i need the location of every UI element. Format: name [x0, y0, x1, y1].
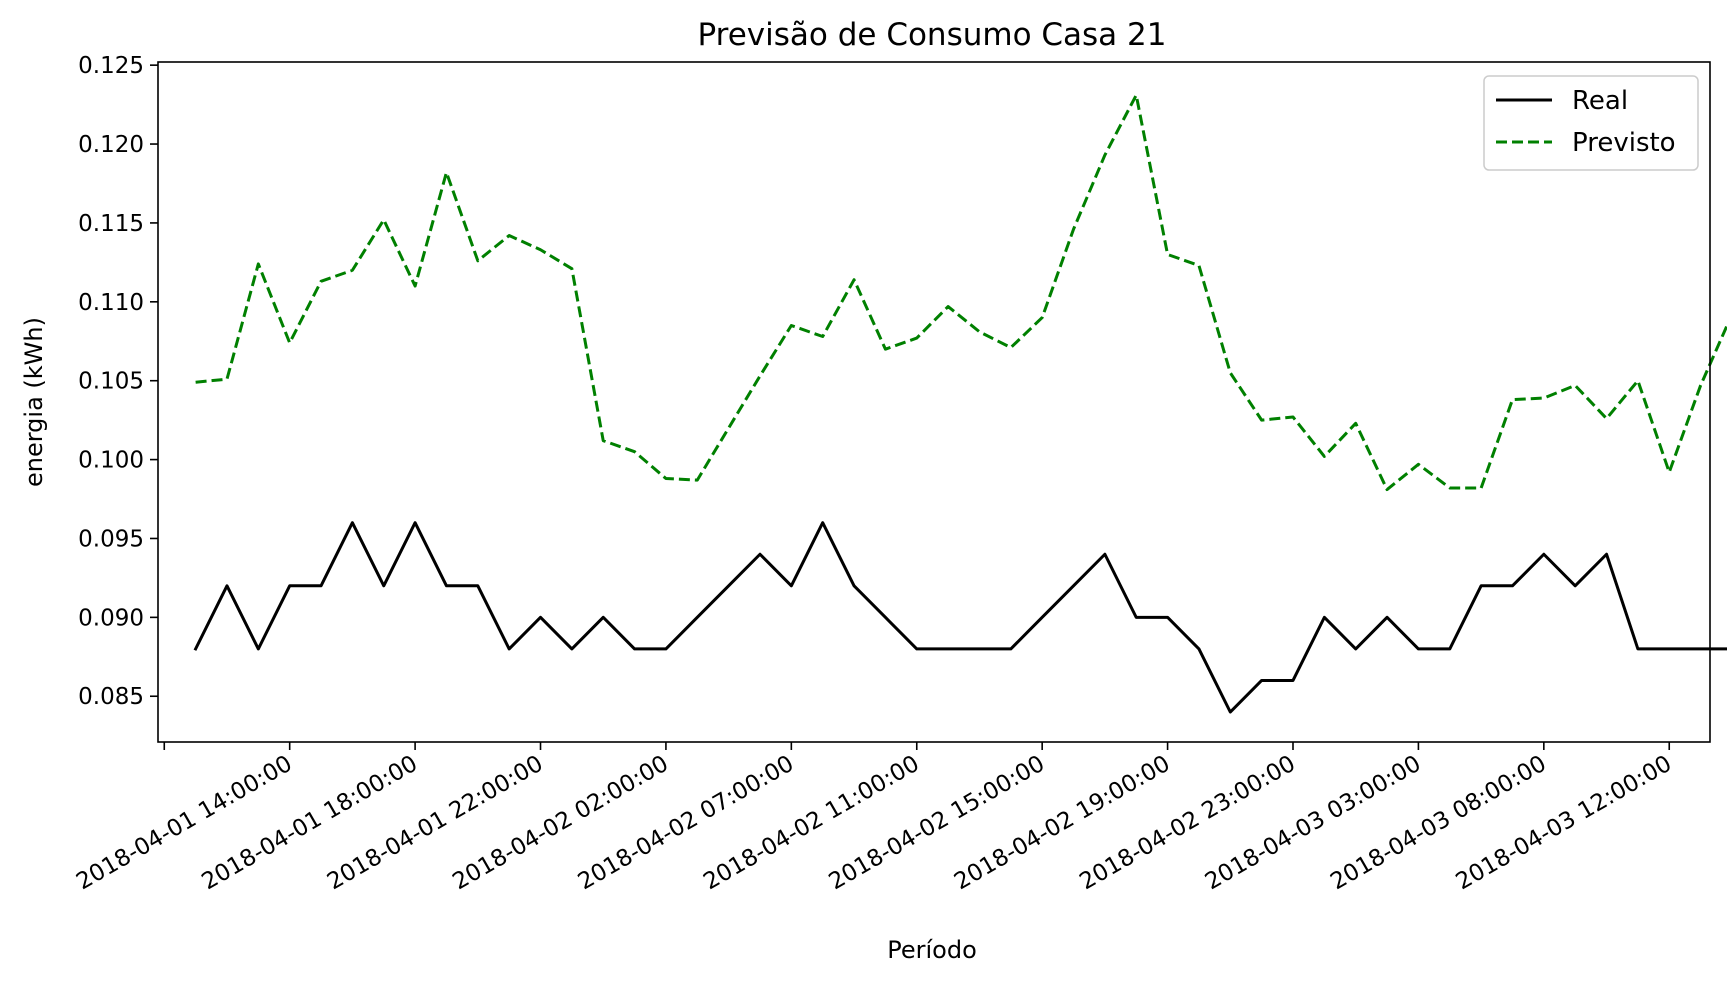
chart-title: Previsão de Consumo Casa 21: [698, 17, 1167, 53]
y-tick-label: 0.120: [78, 132, 144, 158]
plot-frame: [157, 61, 1711, 743]
y-tick-label: 0.100: [78, 448, 144, 474]
x-tick-label: 2018-04-02 19:00:00: [950, 751, 1175, 896]
y-tick-label: 0.125: [78, 53, 144, 79]
y-tick-label: 0.105: [78, 369, 144, 395]
series-line-real: [193, 521, 1727, 714]
legend: Real Previsto: [1483, 75, 1699, 171]
x-tick-label: 2018-04-03 03:00:00: [1201, 751, 1426, 896]
legend-label-real: Real: [1572, 86, 1628, 116]
x-tick-label: 2018-04-03 12:00:00: [1452, 751, 1677, 896]
x-tick-label: 2018-04-03 08:00:00: [1326, 751, 1551, 896]
x-axis-label: Período: [887, 936, 977, 964]
series-layer: [193, 93, 1727, 714]
x-tick-label: 2018-04-02 11:00:00: [699, 751, 924, 896]
x-tick-label: 2018-04-02 23:00:00: [1075, 751, 1300, 896]
y-tick-label: 0.090: [78, 605, 144, 631]
y-tick-label: 0.095: [78, 526, 144, 552]
x-tick-label: 2018-04-02 15:00:00: [825, 751, 1050, 896]
series-line-previsto: [195, 93, 1727, 492]
x-tick-label: 2018-04-01 18:00:00: [198, 751, 423, 896]
legend-label-previsto: Previsto: [1572, 128, 1676, 158]
y-tick-label: 0.110: [78, 290, 144, 316]
x-tick-label: 2018-04-01 14:00:00: [72, 751, 297, 896]
y-axis-label: energia (kWh): [20, 317, 48, 487]
x-tick-label: 2018-04-02 02:00:00: [448, 751, 673, 896]
x-tick-label: 2018-04-01 22:00:00: [323, 751, 548, 896]
y-tick-label: 0.115: [78, 211, 144, 237]
y-tick-label: 0.085: [78, 684, 144, 710]
x-tick-label: 2018-04-02 07:00:00: [574, 751, 799, 896]
axes-layer: 0.085 0.090 0.095 0.100 0.105 0.110 0.115 0.120…: [72, 53, 1711, 896]
